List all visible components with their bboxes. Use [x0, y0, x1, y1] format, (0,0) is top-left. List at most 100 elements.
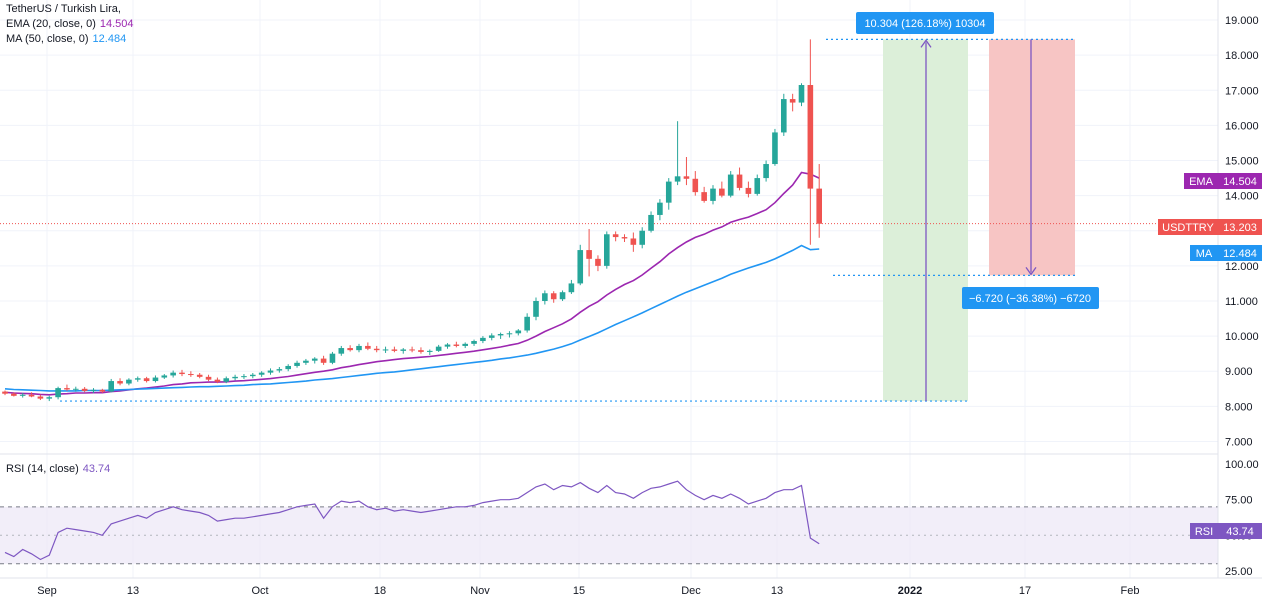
candle	[418, 347, 424, 354]
candle	[807, 39, 814, 245]
candle	[595, 255, 601, 272]
candle	[329, 351, 336, 365]
rsi-pane	[0, 480, 1218, 565]
candle	[612, 231, 619, 242]
candle	[365, 342, 371, 351]
candle-body	[232, 376, 238, 379]
ma-price-tag-value: 12.484	[1223, 248, 1257, 260]
price-tick-label: 15.000	[1225, 156, 1259, 168]
candle-body	[586, 250, 592, 259]
price-tick-label: 17.000	[1225, 85, 1259, 97]
ema-line	[4, 171, 820, 396]
candle	[480, 336, 486, 344]
candle	[736, 167, 743, 191]
candle-body	[506, 333, 513, 335]
candle-body	[427, 350, 433, 352]
candle	[46, 395, 53, 402]
candle	[276, 367, 283, 373]
ma-price-tag-value-bg	[1218, 245, 1262, 261]
candle-body	[108, 381, 114, 392]
candle	[205, 374, 212, 382]
rsi-value-tag-label-bg	[1190, 523, 1218, 539]
candle	[639, 227, 645, 249]
candle-body	[648, 214, 654, 231]
candle	[196, 372, 203, 379]
candle-body	[559, 292, 566, 300]
candle	[745, 181, 752, 198]
ma-line	[4, 244, 820, 392]
candle-body	[621, 237, 628, 239]
candle	[683, 157, 690, 186]
candle	[99, 388, 106, 394]
candle-body	[46, 397, 53, 399]
candle	[303, 358, 309, 365]
candle-body	[81, 388, 88, 391]
candle-body	[497, 334, 504, 336]
candle-body	[373, 348, 380, 351]
candle	[28, 392, 35, 398]
candle	[73, 386, 79, 392]
candle-body	[719, 188, 725, 196]
candle	[338, 345, 345, 356]
candle	[134, 376, 141, 382]
candle	[772, 128, 778, 166]
candle	[55, 386, 61, 400]
candle	[214, 377, 221, 384]
candle	[267, 368, 274, 375]
candle-body	[382, 349, 389, 351]
candle-body	[515, 330, 522, 334]
candle-body	[356, 345, 362, 351]
candle	[356, 343, 362, 353]
current-price-tag-value: 13.203	[1223, 222, 1257, 234]
rsi-value: 43.74	[82, 463, 111, 475]
candle	[692, 171, 699, 196]
time-tick-label: 17	[1019, 585, 1031, 597]
candle-body	[55, 388, 61, 398]
rsi-tick-label: 75.00	[1225, 495, 1253, 507]
time-tick-label: Oct	[251, 585, 268, 597]
candle	[427, 349, 433, 356]
price-tick-label: 14.000	[1225, 191, 1259, 203]
candle-body	[99, 389, 106, 392]
candle	[152, 375, 159, 383]
candle	[533, 297, 539, 321]
candle-body	[816, 188, 822, 224]
ma-price-tag-label-bg	[1190, 245, 1218, 261]
rsi-tick-label: 100.00	[1225, 459, 1259, 471]
candle-body	[435, 346, 442, 351]
candle-body	[754, 178, 761, 194]
legend-rsi[interactable]: RSI (14, close) 43.74	[6, 462, 110, 477]
current-price-tag-label: USDTTRY	[1162, 222, 1214, 234]
candle-body	[276, 369, 283, 371]
candle-body	[196, 374, 203, 377]
candle	[630, 232, 637, 252]
candle-body	[347, 348, 353, 351]
ema-value: 14.504	[99, 18, 134, 30]
ema-label: EMA (20, close, 0)	[6, 18, 96, 30]
short-range-arrowhead	[1025, 266, 1037, 276]
candle-body	[391, 349, 398, 351]
legend-ema[interactable]: EMA (20, close, 0) 14.504	[6, 17, 134, 32]
candle-body	[214, 379, 221, 382]
legend-ma[interactable]: MA (50, close, 0) 12.484	[6, 32, 126, 47]
candle-body	[329, 353, 336, 363]
legend-title: TetherUS / Turkish Lira,	[6, 2, 121, 17]
candle-body	[595, 258, 601, 266]
symbol-title: TetherUS / Turkish Lira,	[6, 3, 121, 15]
candle	[179, 369, 185, 377]
candle	[568, 279, 575, 294]
candle	[108, 378, 114, 393]
candle	[577, 244, 584, 286]
candle-body	[462, 343, 468, 346]
candle-body	[674, 176, 681, 182]
ema-price-tag: EMA 14.504	[1184, 173, 1262, 189]
candle-body	[188, 374, 194, 376]
time-tick-label: 2022	[898, 585, 922, 597]
candle-body	[320, 358, 327, 363]
candle	[754, 174, 761, 196]
ma-price-tag: MA 12.484	[1190, 245, 1262, 261]
candle-body	[798, 85, 805, 103]
candle-body	[64, 388, 70, 390]
candle	[170, 370, 176, 378]
